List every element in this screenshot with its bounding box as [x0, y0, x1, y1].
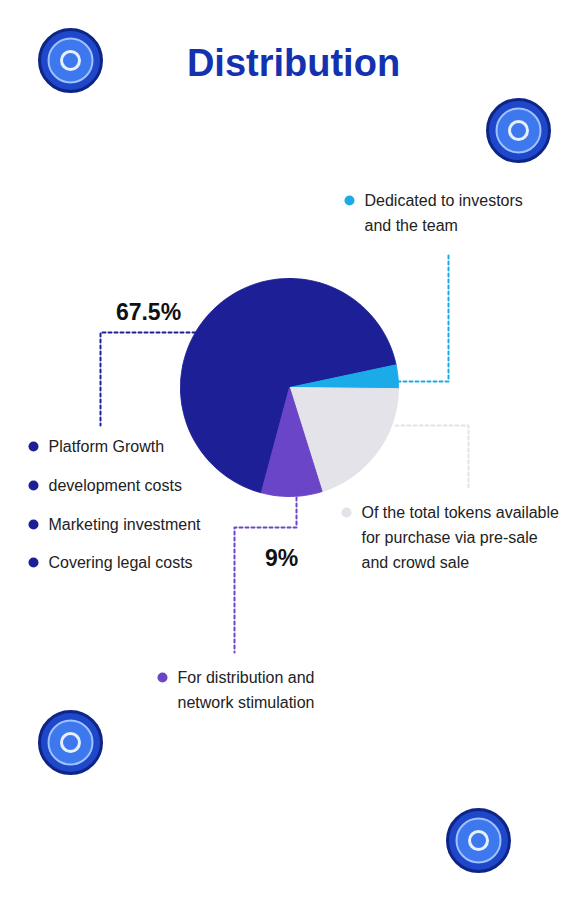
- svg-text:Of the total tokens availablef: Of the total tokens availablefor purchas…: [362, 504, 560, 571]
- svg-text:For distribution andnetwork st: For distribution andnetwork stimulation: [178, 669, 315, 711]
- svg-text:Marketing investment: Marketing investment: [49, 516, 202, 533]
- svg-text:development costs: development costs: [49, 477, 182, 494]
- svg-text:Distribution: Distribution: [187, 42, 400, 84]
- svg-text:67.5%: 67.5%: [116, 299, 181, 325]
- svg-text:Platform Growth: Platform Growth: [49, 438, 165, 455]
- svg-text:Dedicated to investorsand the: Dedicated to investorsand the team: [365, 192, 523, 234]
- svg-text:9%: 9%: [265, 545, 298, 571]
- svg-text:Covering legal costs: Covering legal costs: [49, 554, 193, 571]
